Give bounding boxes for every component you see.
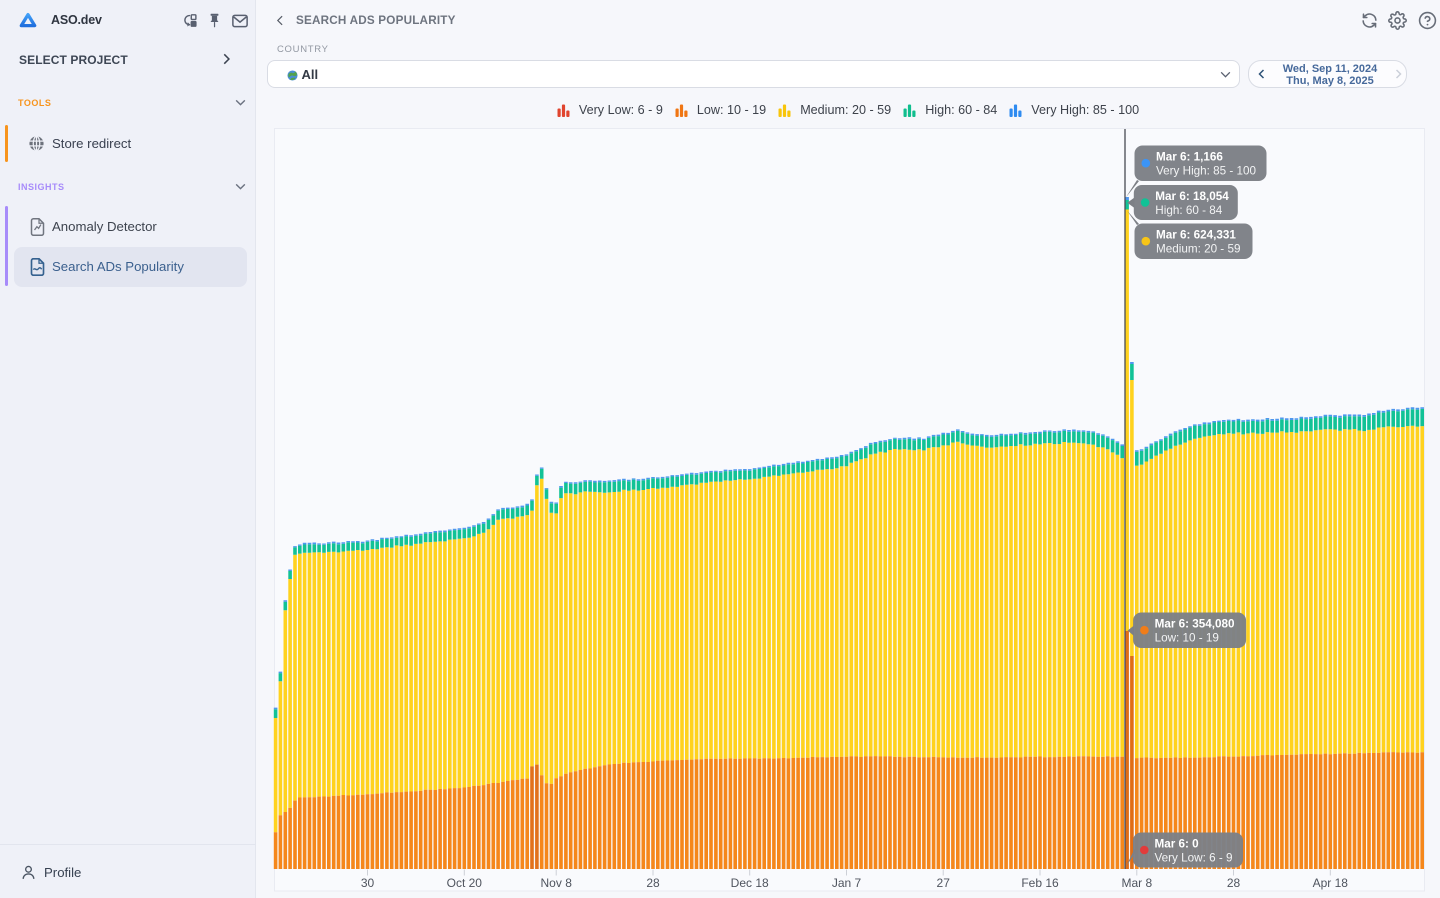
svg-text:Mar 6: 624,331: Mar 6: 624,331 — [1156, 229, 1236, 242]
svg-text:Mar 6: 1,166: Mar 6: 1,166 — [1156, 151, 1223, 164]
svg-text:High: 60 - 84: High: 60 - 84 — [1155, 204, 1222, 217]
svg-text:30: 30 — [361, 876, 375, 890]
svg-text:Mar 6: 354,080: Mar 6: 354,080 — [1155, 618, 1235, 631]
svg-text:Jan 7: Jan 7 — [832, 876, 862, 890]
svg-text:Mar 6: 0: Mar 6: 0 — [1155, 838, 1200, 851]
svg-text:Feb 16: Feb 16 — [1021, 876, 1059, 890]
svg-text:27: 27 — [937, 876, 951, 890]
svg-text:Very Low: 6 - 9: Very Low: 6 - 9 — [1155, 851, 1233, 864]
svg-text:Low: 10 - 19: Low: 10 - 19 — [1155, 631, 1219, 644]
svg-text:Dec 18: Dec 18 — [731, 876, 769, 890]
svg-text:Medium: 20 - 59: Medium: 20 - 59 — [1156, 242, 1240, 255]
svg-text:Mar 6: 18,054: Mar 6: 18,054 — [1155, 190, 1229, 203]
svg-text:Nov 8: Nov 8 — [541, 876, 573, 890]
svg-text:28: 28 — [646, 876, 660, 890]
svg-text:Oct 20: Oct 20 — [447, 876, 483, 890]
svg-text:Mar 8: Mar 8 — [1121, 876, 1152, 890]
svg-text:28: 28 — [1227, 876, 1241, 890]
svg-text:Apr 18: Apr 18 — [1313, 876, 1349, 890]
svg-text:Very High: 85 - 100: Very High: 85 - 100 — [1156, 164, 1257, 177]
